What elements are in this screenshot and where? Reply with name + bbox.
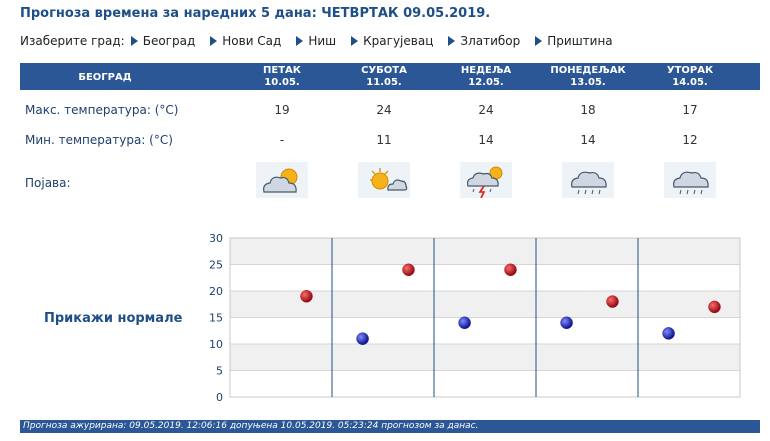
chart-band [230, 344, 740, 371]
chart-band [230, 238, 740, 265]
triangle-right-icon [535, 36, 543, 46]
chart-max-temp-point [504, 263, 517, 277]
chart-band [230, 291, 740, 318]
chart-y-tick-label: 0 [216, 391, 223, 404]
day-name: СУБОТА [361, 65, 407, 76]
day-date: 10.05. [264, 77, 300, 88]
min-temp-label: Мин. температура: (°C) [25, 133, 173, 147]
min-temp-value: 11 [376, 133, 392, 147]
day-header: ПЕТАК 10.05. [232, 65, 332, 89]
city-link-label: Београд [142, 34, 196, 48]
max-temp-value: 24 [376, 103, 392, 117]
chart-y-tick-label: 20 [209, 285, 223, 298]
day-date: 12.05. [468, 77, 504, 88]
day-header: СУБОТА 11.05. [334, 65, 434, 89]
chart-min-temp-point [458, 316, 471, 330]
page-title: Прогноза времена за наредних 5 дана: ЧЕТ… [20, 6, 491, 21]
city-link-pristina[interactable]: Приштина [535, 34, 613, 48]
chart-y-tick-label: 10 [209, 338, 223, 351]
day-date: 13.05. [570, 77, 606, 88]
city-link-beograd[interactable]: Београд [130, 34, 196, 48]
day-name: ПОНЕДЕЉАК [550, 65, 626, 76]
city-link-novi-sad[interactable]: Нови Сад [210, 34, 281, 48]
city-link-label: Приштина [547, 34, 613, 48]
triangle-right-icon [351, 36, 359, 46]
rain-icon [562, 162, 614, 198]
chart-y-tick-label: 30 [209, 232, 223, 245]
footer-update-info: Прогноза ажурирана: 09.05.2019. 12:06:16… [20, 420, 760, 433]
chart-max-temp-point [606, 295, 619, 308]
triangle-right-icon [130, 36, 138, 46]
chart-band [230, 370, 740, 397]
chart-band [230, 317, 740, 344]
city-link-label: Ниш [308, 34, 337, 48]
chart-plot-border [229, 237, 741, 398]
min-temp-value: - [279, 133, 285, 147]
chart-max-temp-point [402, 263, 415, 277]
temperature-chart: 0 5 10 15 20 25 30 [209, 232, 741, 404]
phenomenon-label: Појава: [25, 176, 71, 190]
min-temp-value: 14 [478, 133, 494, 147]
chart-min-temp-point [356, 332, 369, 345]
max-temp-value: 24 [478, 103, 494, 117]
city-link-label: Нови Сад [222, 34, 282, 48]
day-name: НЕДЕЉА [460, 65, 512, 76]
chart-band [230, 264, 740, 291]
max-temp-value: 19 [274, 103, 290, 117]
triangle-right-icon [210, 36, 218, 46]
table-city-name: БЕОГРАД [78, 72, 132, 83]
city-link-label: Златибор [460, 34, 521, 48]
max-temp-label: Макс. температура: (°C) [25, 103, 179, 117]
city-selector: Изаберите град: Београд Нови Сад Ниш Кра… [20, 34, 628, 48]
chart-y-tick-label: 15 [209, 312, 223, 325]
day-date: 14.05. [672, 77, 708, 88]
city-link-label: Крагујевац [363, 34, 434, 48]
day-name: УТОРАК [666, 65, 714, 76]
chart-max-temp-point [708, 300, 721, 314]
day-name: ПЕТАК [263, 65, 301, 76]
max-temp-value: 17 [682, 103, 698, 117]
forecast-table-header: БЕОГРАД ПЕТАК 10.05. СУБОТА 11.05. НЕДЕЉА 1… [20, 63, 760, 90]
chart-y-tick-label: 25 [209, 259, 223, 272]
chart-y-tick-label: 5 [216, 365, 223, 378]
city-link-nis[interactable]: Ниш [296, 34, 336, 48]
chart-min-temp-point [560, 316, 573, 330]
city-link-kragujevac[interactable]: Крагујевац [351, 34, 433, 48]
day-date: 11.05. [366, 77, 402, 88]
min-temp-value: 12 [682, 133, 698, 147]
rain-icon [664, 162, 716, 198]
chart-min-temp-point [662, 327, 675, 340]
day-header: ПОНЕДЕЉАК 13.05. [538, 65, 638, 89]
thunderstorm-icon [460, 162, 512, 198]
day-header: УТОРАК 14.05. [640, 65, 740, 89]
chart-max-temp-point [300, 290, 313, 303]
triangle-right-icon [448, 36, 456, 46]
city-selector-label: Изаберите град: [20, 34, 125, 48]
min-temp-value: 14 [580, 133, 596, 147]
show-normals-link[interactable]: Прикажи нормале [44, 311, 183, 326]
day-header: НЕДЕЉА 12.05. [436, 65, 536, 89]
triangle-right-icon [296, 36, 304, 46]
sunny-cloudy-icon [358, 162, 410, 198]
max-temp-value: 18 [580, 103, 596, 117]
partly-cloudy-icon [256, 162, 308, 198]
city-link-zlatibor[interactable]: Златибор [448, 34, 520, 48]
